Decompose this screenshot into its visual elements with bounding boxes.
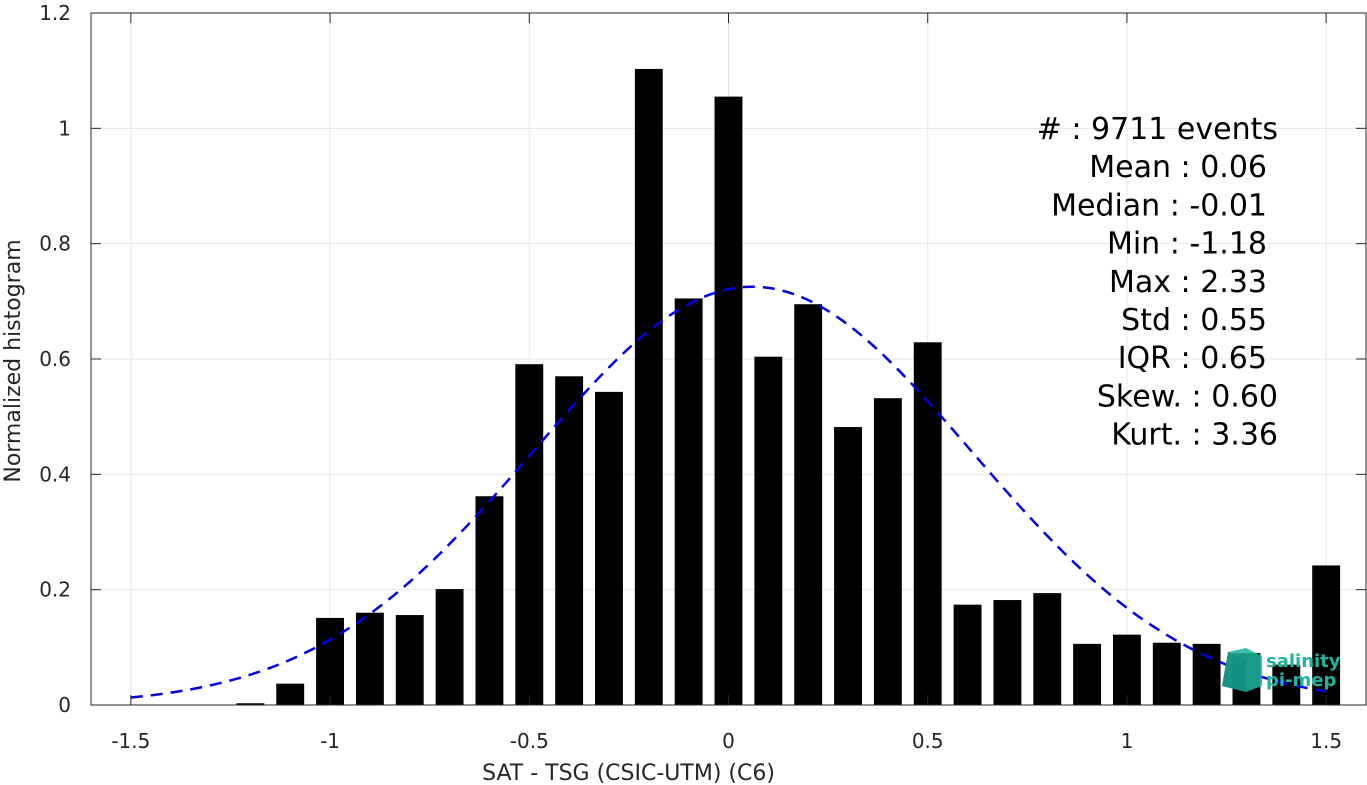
- stats-line: Kurt. : 3.36: [1111, 418, 1278, 453]
- x-tick-label: -1: [320, 729, 340, 753]
- histogram-bar: [913, 342, 942, 705]
- logo-line1: salinity: [1266, 651, 1341, 672]
- x-tick-label: 1.5: [1310, 729, 1342, 753]
- histogram-bar: [435, 589, 464, 705]
- x-tick-label: 0.5: [912, 729, 944, 753]
- histogram-bar: [515, 364, 544, 705]
- histogram-bar: [475, 496, 504, 705]
- y-tick-label: 0.4: [39, 462, 71, 486]
- histogram-bar: [236, 703, 265, 705]
- histogram-bar: [1192, 643, 1221, 705]
- histogram-bar: [834, 427, 862, 705]
- histogram-bar: [993, 600, 1022, 705]
- y-tick-labels: 0 0.2 0.4 0.6 0.8 1 1.2: [39, 1, 71, 717]
- histogram-bar: [1073, 643, 1102, 705]
- histogram-bar: [1112, 634, 1141, 705]
- x-tick-label: -0.5: [510, 729, 549, 753]
- stats-line: Mean : 0.06: [1089, 150, 1267, 185]
- histogram-bar: [276, 683, 305, 705]
- salinity-pi-mep-logo: salinity pi-mep: [1222, 648, 1341, 692]
- normal-fit-curve: [130, 285, 1327, 699]
- y-axis-label: Normalized histogram: [1, 239, 26, 482]
- x-tick-label: 1: [1121, 729, 1134, 753]
- stats-line: Skew. : 0.60: [1097, 379, 1278, 414]
- stats-line: Max : 2.33: [1109, 265, 1267, 300]
- stats-line: Std : 0.55: [1121, 303, 1267, 338]
- histogram-bar: [714, 96, 743, 705]
- y-tick-label: 0.6: [39, 347, 71, 371]
- histogram-bar: [355, 612, 384, 705]
- histogram-bar: [634, 68, 663, 706]
- logo-cube-shade: [1222, 652, 1246, 692]
- histogram-bar: [1312, 565, 1341, 705]
- x-tick-label: 0: [722, 729, 735, 753]
- histogram-bar: [1272, 664, 1301, 705]
- x-tick-label: -1.5: [111, 729, 150, 753]
- histogram-bar: [595, 391, 623, 705]
- logo-line2: pi-mep: [1266, 670, 1336, 691]
- stats-line: Min : -1.18: [1107, 227, 1267, 262]
- y-tick-label: 1: [58, 116, 71, 140]
- axis-ticks: [91, 12, 1366, 706]
- histogram-bar: [1033, 593, 1062, 705]
- x-axis-label: SAT - TSG (CSIC-UTM) (C6): [482, 761, 775, 785]
- histogram-bars: [236, 68, 1341, 706]
- histogram-bar: [794, 304, 823, 705]
- stats-line: Median : -0.01: [1051, 188, 1267, 223]
- x-tick-labels: -1.5 -1 -0.5 0 0.5 1 1.5: [111, 729, 1342, 753]
- histogram-bar: [953, 604, 982, 705]
- y-tick-label: 0.2: [39, 578, 71, 602]
- y-tick-label: 1.2: [39, 1, 71, 25]
- y-tick-label: 0: [58, 693, 71, 717]
- histogram-bar: [395, 615, 424, 705]
- histogram-bar: [555, 376, 584, 705]
- histogram-bar: [674, 298, 703, 705]
- stats-line: IQR : 0.65: [1118, 341, 1267, 376]
- histogram-bar: [316, 617, 345, 705]
- histogram-bar: [1152, 642, 1181, 705]
- stats-line: # : 9711 events: [1037, 112, 1278, 147]
- histogram-bar: [754, 356, 783, 705]
- y-tick-label: 0.8: [39, 232, 71, 256]
- histogram-bar: [873, 398, 902, 705]
